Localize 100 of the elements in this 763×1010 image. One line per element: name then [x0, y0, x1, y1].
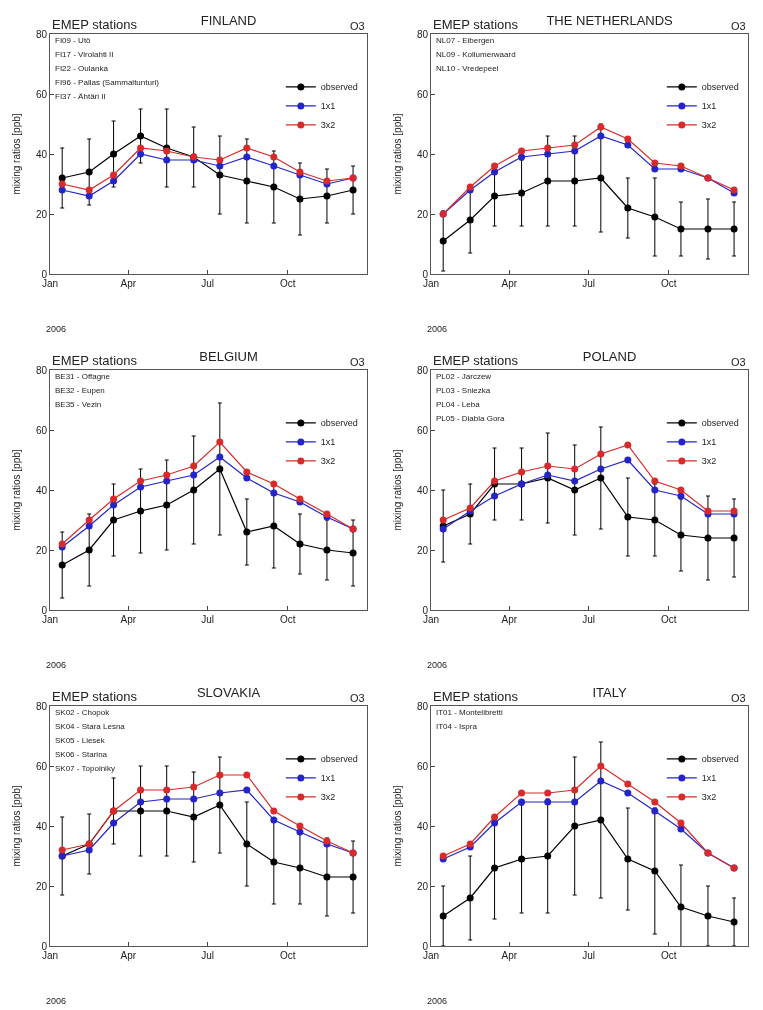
annotation: BE31 - Offagne [55, 372, 111, 381]
y-tick-label: 80 [416, 700, 429, 712]
x-tick-label: Oct [660, 278, 677, 289]
y-tick-label: 40 [35, 148, 48, 160]
legend-label: 3x2 [320, 456, 336, 467]
annotation: NL07 - Eibergen [436, 36, 495, 45]
annotation: PL05 - Diabla Gora [436, 414, 506, 423]
legend-label: observed [701, 754, 739, 765]
y-tick-label: 60 [416, 424, 429, 436]
annotation: PL04 - Leba [436, 400, 481, 409]
x-tick-label: Oct [279, 614, 296, 625]
annotation: FI09 - Utö [55, 36, 92, 45]
text: 2006 [46, 996, 67, 1006]
annotation: SK04 - Stara Lesna [55, 722, 126, 731]
annotation: IT04 - Ispra [436, 722, 478, 731]
x-tick-label: Jan [41, 278, 59, 289]
y-tick-label: 20 [416, 880, 429, 892]
x-tick-label: Jan [41, 950, 59, 961]
legend-label: 3x2 [701, 120, 717, 131]
legend-label: 1x1 [320, 437, 336, 448]
x-tick-label: Jan [422, 950, 440, 961]
y-tick-label: 80 [35, 700, 48, 712]
x-tick-label: Jul [582, 614, 596, 625]
y-tick-label: 60 [35, 88, 48, 100]
y-tick-label: 80 [416, 364, 429, 376]
legend-label: 3x2 [320, 120, 336, 131]
legend-label: observed [320, 418, 358, 429]
y-tick-label: 20 [35, 544, 48, 556]
text: 2006 [46, 660, 67, 670]
text: 2006 [427, 660, 448, 670]
y-tick-label: 20 [416, 544, 429, 556]
text: EMEP stations [433, 17, 519, 32]
annotation: PL02 - Jarczew [436, 372, 492, 381]
annotation: SK02 - Chopok [55, 708, 111, 717]
text: 2006 [427, 324, 448, 334]
chart-title: BELGIUM [199, 348, 258, 364]
text: O3 [731, 692, 746, 704]
y-tick-label: 0 [422, 940, 429, 952]
legend-label: 3x2 [320, 792, 336, 803]
legend-label: observed [701, 418, 739, 429]
y-tick-label: 0 [422, 604, 429, 616]
y-axis-title: mixing ratios [ppb] [392, 449, 403, 531]
x-tick-label: Oct [279, 950, 296, 961]
y-tick-label: 0 [41, 604, 48, 616]
x-tick-label: Apr [501, 614, 518, 625]
x-tick-label: Apr [120, 950, 137, 961]
y-tick-label: 20 [35, 208, 48, 220]
y-tick-label: 40 [35, 820, 48, 832]
legend-label: observed [320, 82, 358, 93]
y-tick-label: 20 [416, 208, 429, 220]
x-tick-label: Jul [201, 614, 215, 625]
annotation: NL10 - Vredepeel [436, 64, 499, 73]
y-tick-label: 20 [35, 880, 48, 892]
x-tick-label: Apr [120, 278, 137, 289]
text: EMEP stations [433, 689, 519, 704]
text: 2006 [427, 996, 448, 1006]
y-tick-label: 0 [41, 940, 48, 952]
y-tick-label: 40 [35, 484, 48, 496]
x-tick-label: Apr [501, 278, 518, 289]
y-axis-title: mixing ratios [ppb] [392, 785, 403, 867]
text: O3 [731, 356, 746, 368]
annotation: FI22 - Oulanka [55, 64, 109, 73]
annotation: BE32 - Eupen [55, 386, 105, 395]
chart-title: POLAND [582, 348, 637, 364]
x-tick-label: Oct [279, 278, 296, 289]
annotation: SK05 - Liesek [55, 736, 106, 745]
annotation: SK06 - Starina [55, 750, 108, 759]
y-axis-title: mixing ratios [ppb] [11, 785, 22, 867]
x-tick-label: Jul [582, 950, 596, 961]
x-tick-label: Jul [201, 278, 215, 289]
annotation: FI37 - Ähtäri II [55, 92, 106, 101]
x-tick-label: Apr [120, 614, 137, 625]
annotation: IT01 - Montelibretti [436, 708, 503, 717]
y-tick-label: 60 [35, 760, 48, 772]
x-tick-label: Jan [41, 614, 59, 625]
y-tick-label: 80 [35, 364, 48, 376]
text: 2006 [46, 324, 67, 334]
y-tick-label: 0 [422, 268, 429, 280]
text: O3 [350, 20, 365, 32]
legend-label: observed [320, 754, 358, 765]
annotation: FI17 - Virolahti II [55, 50, 114, 59]
text: O3 [731, 20, 746, 32]
annotation: NL09 - Kollumerwaard [436, 50, 516, 59]
text: EMEP stations [52, 353, 138, 368]
y-tick-label: 60 [35, 424, 48, 436]
legend-label: observed [701, 82, 739, 93]
y-axis-title: mixing ratios [ppb] [11, 449, 22, 531]
annotation: FI96 - Pallas (Sammaltunturi) [55, 78, 160, 87]
legend-label: 3x2 [701, 456, 717, 467]
chart-title: FINLAND [200, 12, 257, 28]
annotation: BE35 - Vezin [55, 400, 102, 409]
x-tick-label: Jan [422, 278, 440, 289]
text: EMEP stations [52, 17, 138, 32]
x-tick-label: Apr [501, 950, 518, 961]
legend-label: 1x1 [701, 101, 717, 112]
legend-label: 1x1 [701, 773, 717, 784]
chart-title: SLOVAKIA [196, 684, 261, 700]
y-tick-label: 60 [416, 760, 429, 772]
y-tick-label: 40 [416, 484, 429, 496]
y-tick-label: 0 [41, 268, 48, 280]
